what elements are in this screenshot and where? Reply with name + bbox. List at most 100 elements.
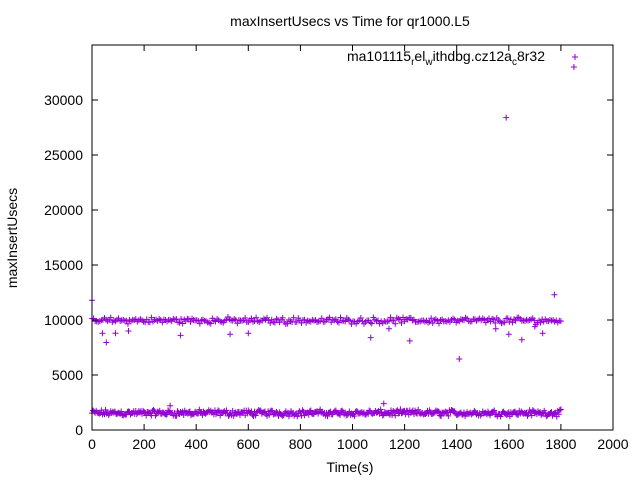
- x-tick-label: 1200: [389, 436, 420, 452]
- data-point-low-band: [156, 407, 163, 414]
- x-tick-label: 1400: [441, 436, 472, 452]
- data-point: [503, 114, 510, 121]
- data-point-high-band: [512, 317, 519, 324]
- data-point-high-band: [426, 318, 433, 325]
- data-point: [531, 323, 538, 330]
- data-point-high-band: [557, 318, 564, 325]
- data-point-high-band: [390, 317, 397, 324]
- y-tick-label: 0: [75, 422, 83, 438]
- data-point-low-band: [294, 413, 301, 420]
- data-point-high-band: [318, 315, 325, 322]
- y-tick-label: 15000: [44, 257, 83, 273]
- data-point-low-band: [504, 410, 511, 417]
- x-tick-label: 600: [237, 436, 261, 452]
- data-point-high-band: [368, 320, 375, 327]
- y-tick-label: 20000: [44, 202, 83, 218]
- data-point: [570, 64, 577, 70]
- axis-ticks: 0 200 400 600 800 1000 1200 1400 1600 1800 2000050…: [44, 45, 629, 452]
- data-point-low-band: [150, 406, 157, 413]
- data-point-high-band: [492, 319, 499, 326]
- data-point-high-band: [148, 314, 155, 321]
- data-point: [112, 330, 119, 337]
- data-point-low-band: [397, 406, 404, 413]
- data-point-low-band: [556, 406, 563, 413]
- data-point-low-band: [379, 412, 386, 419]
- data-point-high-band: [435, 320, 442, 327]
- data-point-low-band: [336, 411, 343, 418]
- data-point-high-band: [537, 319, 544, 326]
- data-point-low-band: [307, 407, 314, 414]
- data-point-low-band: [223, 407, 230, 414]
- x-tick-label: 800: [289, 436, 313, 452]
- data-point: [367, 334, 374, 341]
- data-point: [406, 337, 413, 344]
- x-tick-label: 0: [88, 436, 96, 452]
- data-point: [103, 339, 110, 346]
- data-point-high-band: [124, 320, 131, 327]
- data-point-high-band: [326, 314, 333, 321]
- data-point-low-band: [299, 407, 306, 414]
- y-tick-label: 25000: [44, 147, 83, 163]
- data-point-low-band: [285, 413, 292, 420]
- data-point-high-band: [346, 317, 353, 324]
- data-point: [456, 356, 463, 363]
- legend-plus-icon: [572, 54, 578, 60]
- data-point: [539, 330, 546, 337]
- data-point: [380, 400, 387, 407]
- data-point-high-band: [187, 318, 194, 325]
- data-point-high-band: [234, 320, 241, 327]
- data-point-high-band: [398, 320, 405, 327]
- data-point-high-band: [146, 319, 153, 326]
- data-point: [167, 402, 174, 409]
- x-axis-title: Time(s): [327, 459, 374, 475]
- data-point: [177, 332, 184, 339]
- data-point-high-band: [242, 314, 249, 321]
- data-point-low-band: [252, 412, 259, 419]
- data-point-high-band: [179, 320, 186, 327]
- data-point-high-band: [253, 314, 260, 321]
- data-point-low-band: [377, 406, 384, 413]
- data-point-high-band: [207, 320, 214, 327]
- data-point-high-band: [375, 317, 382, 324]
- data-point: [492, 325, 499, 332]
- chart-title: maxInsertUsecs vs Time for qr1000.L5: [230, 13, 470, 29]
- data-point-high-band: [357, 314, 364, 321]
- data-point: [505, 331, 512, 338]
- data-point-high-band: [107, 314, 114, 321]
- y-tick-label: 10000: [44, 312, 83, 328]
- data-point-high-band: [293, 318, 300, 325]
- data-point-high-band: [248, 315, 255, 322]
- data-point-high-band: [178, 315, 185, 322]
- data-point-low-band: [491, 407, 498, 414]
- data-point-high-band: [504, 315, 511, 322]
- x-tick-label: 1800: [545, 436, 576, 452]
- data-point: [551, 291, 558, 298]
- data-point-low-band: [173, 412, 180, 419]
- data-point-high-band: [396, 316, 403, 323]
- data-point-high-band: [429, 320, 436, 327]
- x-tick-label: 200: [132, 436, 156, 452]
- data-point-low-band: [555, 411, 562, 418]
- data-point-low-band: [143, 412, 150, 419]
- data-point-high-band: [279, 314, 286, 321]
- data-point-high-band: [428, 315, 435, 322]
- data-point-low-band: [528, 412, 535, 419]
- data-point-high-band: [123, 317, 130, 324]
- data-points: [89, 64, 577, 420]
- data-point-low-band: [438, 412, 445, 419]
- data-point-high-band: [392, 320, 399, 327]
- y-axis-title: maxInsertUsecs: [4, 188, 20, 288]
- data-point-high-band: [284, 320, 291, 327]
- data-point-high-band: [400, 314, 407, 321]
- x-tick-label: 2000: [597, 436, 628, 452]
- data-point-low-band: [385, 410, 392, 417]
- data-point-low-band: [415, 406, 422, 413]
- y-tick-label: 5000: [52, 367, 83, 383]
- x-tick-label: 400: [185, 436, 209, 452]
- data-point-low-band: [529, 407, 536, 414]
- data-point-low-band: [392, 412, 399, 419]
- data-point-low-band: [96, 410, 103, 417]
- data-point-high-band: [196, 320, 203, 327]
